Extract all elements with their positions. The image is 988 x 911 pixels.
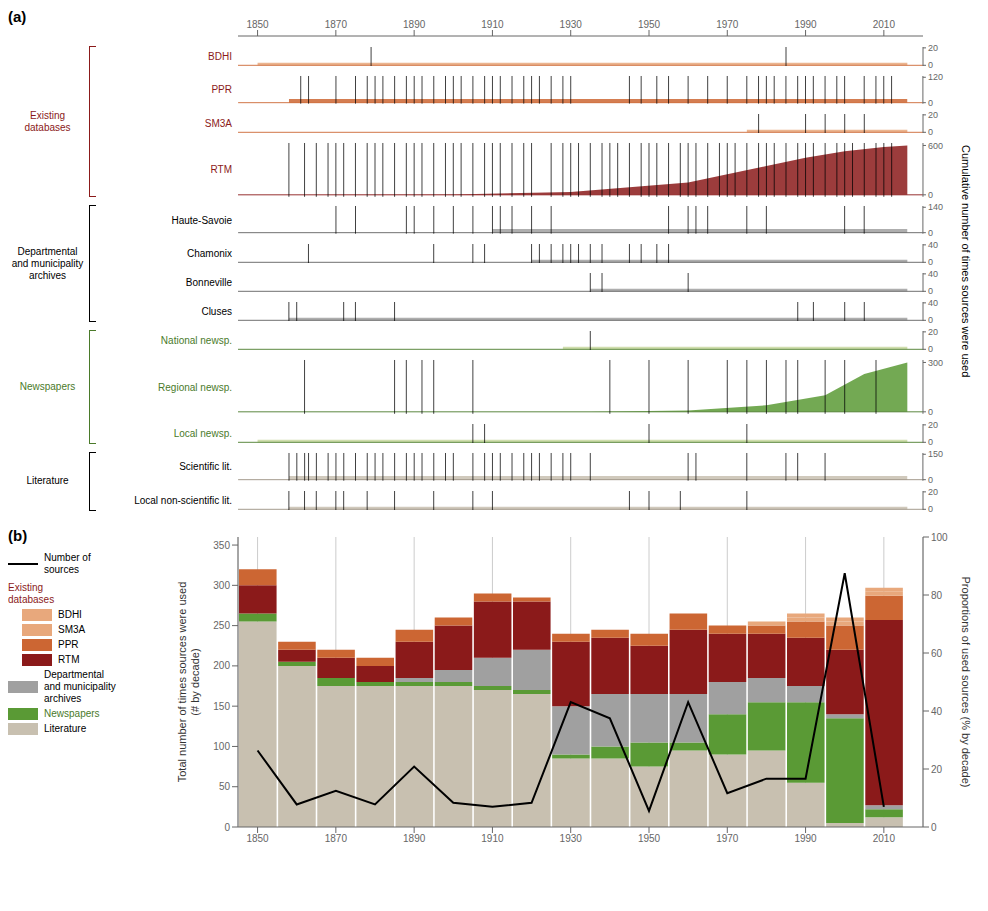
svg-text:2010: 2010 — [873, 19, 896, 30]
svg-text:1910: 1910 — [481, 19, 504, 30]
html-text:Existing databases: Existing databases — [24, 109, 71, 133]
svg-text:1970: 1970 — [716, 833, 739, 844]
svg-text:40: 40 — [928, 240, 938, 250]
svg-text:1950: 1950 — [638, 19, 661, 30]
svg-text:80: 80 — [931, 589, 943, 600]
html-text:Bonneville: Bonneville — [185, 277, 232, 289]
html-text:Newspapers: Newspapers — [44, 707, 100, 719]
svg-text:600: 600 — [928, 140, 943, 150]
svg-text:40: 40 — [928, 269, 938, 279]
svg-text:120: 120 — [928, 72, 943, 82]
svg-text:200: 200 — [213, 660, 230, 671]
svg-text:150: 150 — [213, 700, 230, 711]
svg-text:20: 20 — [928, 327, 938, 337]
svg-text:300: 300 — [213, 580, 230, 591]
html-text:SM3A: SM3A — [58, 623, 86, 635]
svg-text:1910: 1910 — [481, 833, 504, 844]
html-text:Number of sources: Number of sources — [44, 551, 91, 575]
svg-text:Proportions of used sources (%: Proportions of used sources (% by decade… — [960, 576, 972, 787]
html-text:RTM: RTM — [210, 164, 232, 176]
svg-text:1850: 1850 — [246, 833, 269, 844]
svg-text:0: 0 — [928, 345, 933, 355]
svg-text:1990: 1990 — [794, 19, 817, 30]
html-text:Local non-scientific lit.: Local non-scientific lit. — [134, 494, 232, 506]
svg-text:0: 0 — [928, 127, 933, 137]
html-text:RTM: RTM — [58, 653, 80, 665]
svg-text:0: 0 — [928, 475, 933, 485]
html-text:PPR: PPR — [211, 84, 232, 96]
html-text:(b): (b) — [8, 526, 28, 544]
html-text:Cumulative number of times sou: Cumulative number of times sources were … — [959, 145, 972, 378]
svg-text:1890: 1890 — [403, 833, 426, 844]
html-text:SM3A: SM3A — [204, 117, 232, 129]
svg-text:1870: 1870 — [325, 833, 348, 844]
svg-text:2010: 2010 — [873, 833, 896, 844]
svg-text:1870: 1870 — [325, 19, 348, 30]
svg-text:40: 40 — [931, 705, 943, 716]
html-text:Literature: Literature — [26, 475, 69, 487]
svg-text:20: 20 — [928, 110, 938, 120]
html-text:Regional newsp.: Regional newsp. — [158, 381, 232, 393]
svg-text:20: 20 — [928, 487, 938, 497]
svg-text:0: 0 — [928, 190, 933, 200]
svg-text:Total number of times sources: Total number of times sources were used(… — [176, 581, 201, 782]
html-text:National newsp.: National newsp. — [160, 335, 232, 347]
svg-text:100: 100 — [213, 741, 230, 752]
svg-text:1990: 1990 — [794, 833, 817, 844]
html-text:BDHI: BDHI — [58, 608, 82, 620]
svg-text:1930: 1930 — [560, 19, 583, 30]
svg-text:0: 0 — [928, 437, 933, 447]
svg-text:0: 0 — [928, 258, 933, 268]
html-text:Chamonix: Chamonix — [187, 248, 232, 260]
svg-text:0: 0 — [928, 228, 933, 238]
svg-text:0: 0 — [928, 98, 933, 108]
html-text:Newspapers: Newspapers — [19, 381, 76, 393]
html-text:Scientific lit.: Scientific lit. — [179, 461, 232, 473]
html-text:Haute-Savoie: Haute-Savoie — [171, 214, 232, 226]
html-text:Departmental and municipality: Departmental and municipality archives — [44, 668, 116, 704]
svg-text:20: 20 — [928, 43, 938, 53]
html-text:Cluses: Cluses — [201, 306, 232, 318]
svg-text:50: 50 — [219, 781, 231, 792]
html-text:BDHI: BDHI — [208, 51, 232, 62]
svg-text:1930: 1930 — [560, 833, 583, 844]
svg-text:0: 0 — [931, 821, 937, 832]
svg-text:20: 20 — [931, 763, 943, 774]
html-text:Local newsp.: Local newsp. — [173, 428, 232, 439]
html-text:Existing databases: Existing databases — [8, 581, 55, 605]
svg-text:60: 60 — [931, 647, 943, 658]
svg-text:20: 20 — [928, 420, 938, 430]
svg-text:140: 140 — [928, 203, 943, 213]
svg-text:300: 300 — [928, 358, 943, 368]
html-text:(a): (a) — [8, 8, 27, 25]
html-text:Departmental and municipality: Departmental and municipality archives — [11, 245, 84, 281]
svg-text:0: 0 — [928, 60, 933, 70]
svg-text:1970: 1970 — [716, 19, 739, 30]
svg-text:1890: 1890 — [403, 19, 426, 30]
svg-text:1850: 1850 — [246, 19, 269, 30]
svg-text:350: 350 — [213, 539, 230, 550]
html-text:PPR: PPR — [58, 638, 79, 650]
html-text:Literature: Literature — [44, 722, 87, 734]
svg-text:40: 40 — [928, 298, 938, 308]
svg-text:1950: 1950 — [638, 833, 661, 844]
svg-text:0: 0 — [928, 407, 933, 417]
svg-text:100: 100 — [931, 531, 948, 542]
svg-text:0: 0 — [928, 504, 933, 514]
svg-text:150: 150 — [928, 449, 943, 459]
svg-text:0: 0 — [928, 316, 933, 326]
svg-text:0: 0 — [928, 287, 933, 297]
svg-text:250: 250 — [213, 620, 230, 631]
svg-text:0: 0 — [224, 821, 230, 832]
